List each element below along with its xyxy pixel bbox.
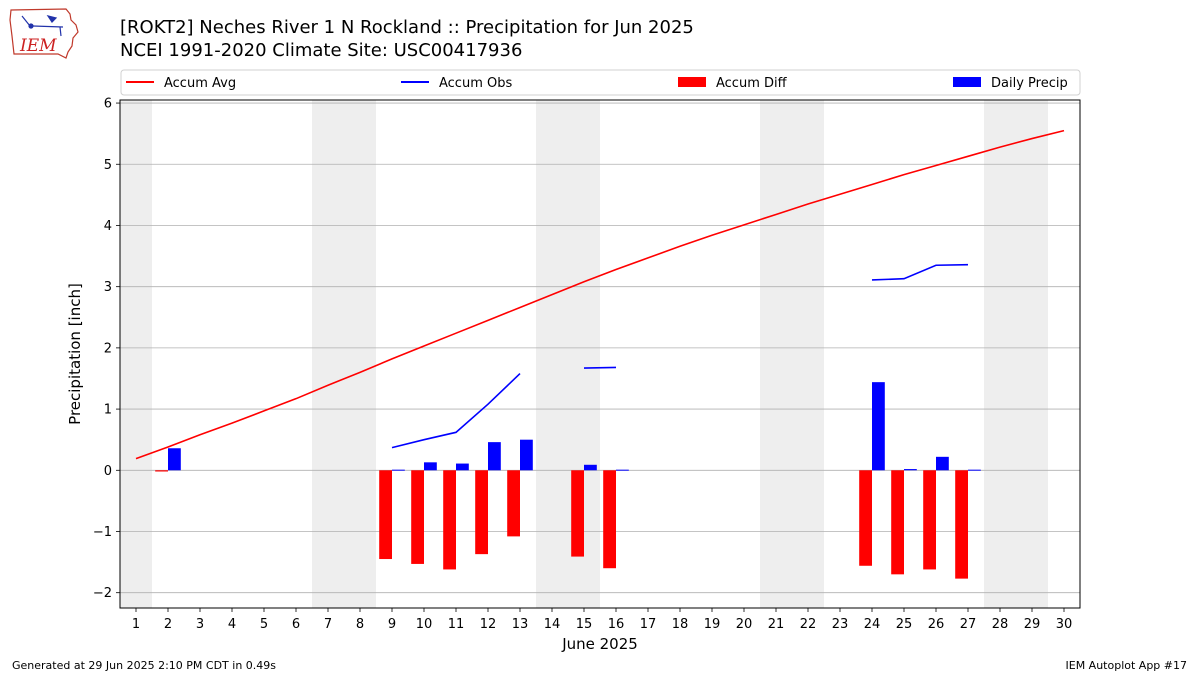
x-tick-label: 4 — [228, 617, 236, 632]
legend-label: Accum Diff — [716, 76, 788, 91]
y-tick-label: −1 — [93, 525, 112, 540]
y-tick-label: 5 — [104, 158, 112, 173]
x-tick-label: 24 — [864, 617, 881, 632]
weekend-band — [120, 100, 152, 608]
daily-precip-bar — [904, 469, 917, 471]
x-tick-label: 7 — [324, 617, 332, 632]
legend-bar-swatch — [953, 77, 981, 87]
x-axis-label: June 2025 — [561, 635, 638, 653]
daily-precip-bar — [168, 448, 181, 471]
weekend-shading — [120, 100, 1048, 608]
x-tick-label: 10 — [416, 617, 433, 632]
x-tick-label: 25 — [896, 617, 913, 632]
accum-diff-bar — [475, 470, 488, 555]
daily-precip-bar — [488, 442, 501, 471]
footer-generated: Generated at 29 Jun 2025 2:10 PM CDT in … — [12, 659, 277, 672]
x-tick-label: 22 — [800, 617, 817, 632]
accum-diff-bar — [155, 470, 168, 472]
plot-border — [119, 99, 1081, 609]
logo-text: IEM — [19, 36, 57, 56]
daily-precip-bar — [424, 462, 437, 471]
daily-precip-bar — [392, 469, 405, 471]
x-tick-label: 23 — [832, 617, 849, 632]
iem-logo: IEM — [9, 8, 79, 59]
y-tick-label: 3 — [104, 280, 112, 295]
accum-obs-line — [583, 366, 617, 369]
x-tick-label: 21 — [768, 617, 785, 632]
weekend-band — [312, 100, 376, 608]
daily-precip-bar — [936, 456, 949, 471]
y-tick-label: 1 — [104, 403, 112, 418]
iowa-state-outline — [9, 8, 79, 59]
x-tick-label: 13 — [512, 617, 529, 632]
daily-precip-bar — [584, 464, 597, 471]
accum-diff-bar — [891, 470, 904, 575]
weekend-band — [760, 100, 824, 608]
x-tick-label: 5 — [260, 617, 268, 632]
y-axis-label: Precipitation [inch] — [66, 283, 84, 425]
x-tick-label: 3 — [196, 617, 204, 632]
lines — [135, 129, 1065, 460]
chart-subtitle: NCEI 1991-2020 Climate Site: USC00417936 — [120, 40, 523, 61]
accum-obs-line — [871, 263, 969, 281]
legend-bar-swatch — [678, 77, 706, 87]
x-tick-label: 12 — [480, 617, 497, 632]
y-tick-label: 4 — [104, 219, 112, 234]
legend-label: Accum Obs — [439, 76, 512, 91]
accum-diff-bar — [955, 470, 968, 579]
accum-diff-bar — [507, 470, 520, 537]
x-tick-label: 2 — [164, 617, 172, 632]
y-tick-label: 0 — [104, 464, 112, 479]
x-tick-label: 30 — [1056, 617, 1073, 632]
bars — [155, 382, 981, 579]
plot-frame — [119, 99, 1081, 609]
grid-lines — [120, 102, 1080, 594]
legend: Accum Avg Accum Obs Accum Diff Daily Precip — [120, 69, 1081, 96]
accum-diff-bar — [859, 470, 872, 566]
x-tick-label: 14 — [544, 617, 561, 632]
x-tick-label: 9 — [388, 617, 396, 632]
legend-box — [120, 69, 1081, 96]
x-tick-label: 28 — [992, 617, 1009, 632]
accum-obs-line — [391, 373, 521, 449]
x-tick-label: 6 — [292, 617, 300, 632]
x-tick-label: 29 — [1024, 617, 1041, 632]
x-tick-label: 16 — [608, 617, 625, 632]
x-tick-label: 15 — [576, 617, 593, 632]
accum-diff-bar — [379, 470, 392, 560]
y-tick-label: 2 — [104, 341, 112, 356]
chart-title: [ROKT2] Neches River 1 N Rockland :: Pre… — [120, 17, 694, 38]
y-tick-label: −2 — [93, 586, 112, 601]
accum-avg-line — [135, 129, 1065, 460]
daily-precip-bar — [520, 439, 533, 471]
footer-app: IEM Autoplot App #17 — [1065, 659, 1188, 672]
weekend-band — [984, 100, 1048, 608]
accum-diff-bar — [603, 470, 616, 569]
accum-diff-bar — [411, 470, 424, 564]
daily-precip-bar — [456, 463, 469, 471]
x-tick-label: 17 — [640, 617, 657, 632]
legend-label: Daily Precip — [991, 76, 1068, 91]
x-tick-label: 27 — [960, 617, 977, 632]
accum-diff-bar — [571, 470, 584, 557]
x-tick-label: 19 — [704, 617, 721, 632]
x-tick-label: 8 — [356, 617, 364, 632]
x-tick-label: 18 — [672, 617, 689, 632]
legend-label: Accum Avg — [164, 76, 236, 91]
accum-diff-bar — [923, 470, 936, 570]
daily-precip-bar — [872, 382, 885, 471]
daily-precip-bar — [616, 469, 629, 471]
x-tick-label: 1 — [132, 617, 140, 632]
x-tick-label: 11 — [448, 617, 465, 632]
weather-station-icon — [21, 15, 64, 37]
weekend-band — [536, 100, 600, 608]
daily-precip-bar — [968, 469, 981, 471]
x-tick-label: 20 — [736, 617, 753, 632]
accum-diff-bar — [443, 470, 456, 570]
y-tick-label: 6 — [104, 97, 112, 112]
x-tick-label: 26 — [928, 617, 945, 632]
